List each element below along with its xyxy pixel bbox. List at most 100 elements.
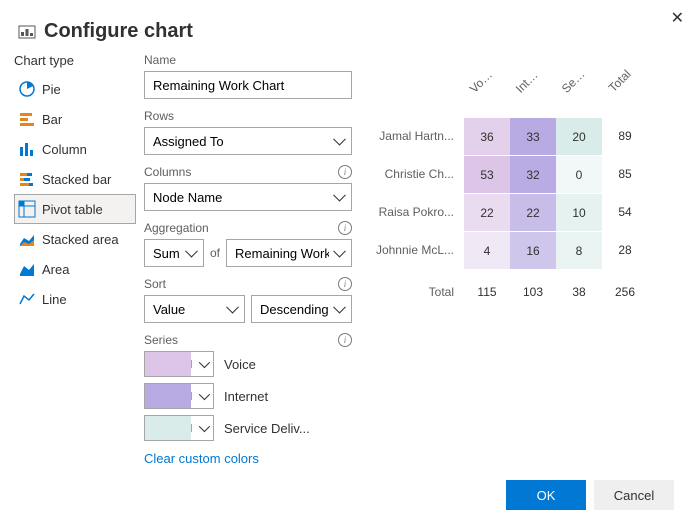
aggregation-info-icon[interactable]: i xyxy=(338,221,352,235)
pivot-row-total: 89 xyxy=(602,129,648,143)
pivot-cell: 32 xyxy=(510,155,556,193)
chart-type-label: Bar xyxy=(42,112,62,127)
chevron-down-icon xyxy=(191,424,213,432)
pivot-col-total: 103 xyxy=(510,285,556,299)
rows-select[interactable] xyxy=(144,127,352,155)
chart-type-label: Column xyxy=(42,142,87,157)
color-swatch xyxy=(145,384,191,408)
chart-type-icon xyxy=(18,140,36,158)
close-button[interactable]: ✕ xyxy=(671,8,684,28)
chart-type-pivot-table[interactable]: Pivot table xyxy=(14,194,136,224)
pivot-totals-label: Total xyxy=(374,285,464,299)
chart-type-label: Area xyxy=(42,262,69,277)
clear-colors-link[interactable]: Clear custom colors xyxy=(144,451,259,466)
pivot-cell: 53 xyxy=(464,155,510,193)
series-info-icon[interactable]: i xyxy=(338,333,352,347)
columns-select[interactable] xyxy=(144,183,352,211)
chart-type-pie[interactable]: Pie xyxy=(14,74,136,104)
pivot-cell: 22 xyxy=(464,193,510,231)
chart-type-icon xyxy=(18,290,36,308)
ok-button[interactable]: OK xyxy=(506,480,586,510)
columns-label: Columns xyxy=(144,165,191,179)
chart-type-column[interactable]: Column xyxy=(14,134,136,164)
pivot-col-header: Service Del... xyxy=(546,66,588,108)
pivot-row: Jamal Hartn...36332089 xyxy=(374,117,676,155)
pivot-cell: 8 xyxy=(556,231,602,269)
chart-type-icon xyxy=(18,230,36,248)
chart-type-label: Line xyxy=(42,292,67,307)
pivot-row-header: Christie Ch... xyxy=(374,167,464,181)
chart-type-label: Stacked area xyxy=(42,232,119,247)
series-color-picker[interactable] xyxy=(144,351,214,377)
pivot-row: Raisa Pokro...22221054 xyxy=(374,193,676,231)
series-label: Service Deliv... xyxy=(224,421,310,436)
pivot-row-total: 28 xyxy=(602,243,648,257)
chevron-down-icon xyxy=(191,360,213,368)
series-item: Internet xyxy=(144,383,352,409)
aggregation-func-select[interactable] xyxy=(144,239,204,267)
name-input[interactable] xyxy=(144,71,352,99)
pivot-row-total: 54 xyxy=(602,205,648,219)
color-swatch xyxy=(145,352,191,376)
pivot-col-total: 38 xyxy=(556,285,602,299)
series-label: Voice xyxy=(224,357,256,372)
series-color-picker[interactable] xyxy=(144,415,214,441)
series-label: Internet xyxy=(224,389,268,404)
dialog-footer: OK Cancel xyxy=(506,480,674,510)
pivot-cell: 16 xyxy=(510,231,556,269)
chart-type-area[interactable]: Area xyxy=(14,254,136,284)
chart-type-line[interactable]: Line xyxy=(14,284,136,314)
dialog-title: Configure chart xyxy=(44,20,193,43)
chart-type-label: Chart type xyxy=(14,53,136,68)
chart-preview: VoiceInternetService Del...TotalJamal Ha… xyxy=(360,53,694,476)
chart-type-stacked-area[interactable]: Stacked area xyxy=(14,224,136,254)
pivot-col-header: Voice xyxy=(454,66,496,108)
sort-label: Sort xyxy=(144,277,166,291)
chart-type-icon xyxy=(18,260,36,278)
pivot-cell: 0 xyxy=(556,155,602,193)
name-label: Name xyxy=(144,53,176,67)
pivot-grand-total: 256 xyxy=(602,285,648,299)
chart-type-label: Pivot table xyxy=(42,202,103,217)
pivot-totals-row: Total11510338256 xyxy=(374,273,676,311)
pivot-row-header: Raisa Pokro... xyxy=(374,205,464,219)
pivot-cell: 33 xyxy=(510,117,556,155)
pivot-row-header: Jamal Hartn... xyxy=(374,129,464,143)
aggregation-label: Aggregation xyxy=(144,221,209,235)
columns-info-icon[interactable]: i xyxy=(338,165,352,179)
chart-type-bar[interactable]: Bar xyxy=(14,104,136,134)
series-item: Service Deliv... xyxy=(144,415,352,441)
chart-type-icon xyxy=(18,170,36,188)
chart-type-panel: Chart type Pie Bar Column Stacked bar Pivot … xyxy=(14,53,136,476)
pivot-col-header: Total xyxy=(592,66,634,108)
rows-label: Rows xyxy=(144,109,174,123)
pivot-cell: 22 xyxy=(510,193,556,231)
chart-type-label: Pie xyxy=(42,82,61,97)
aggregation-field-select[interactable] xyxy=(226,239,352,267)
series-color-picker[interactable] xyxy=(144,383,214,409)
aggregation-of-label: of xyxy=(210,246,220,260)
sort-by-select[interactable] xyxy=(144,295,245,323)
cancel-button[interactable]: Cancel xyxy=(594,480,674,510)
chart-type-icon xyxy=(18,80,36,98)
pivot-cell: 36 xyxy=(464,117,510,155)
pivot-col-total: 115 xyxy=(464,285,510,299)
chart-type-icon xyxy=(18,200,36,218)
series-label: Series xyxy=(144,333,178,347)
pivot-col-header: Internet xyxy=(500,66,542,108)
chevron-down-icon xyxy=(191,392,213,400)
chart-type-label: Stacked bar xyxy=(42,172,111,187)
pivot-row-total: 85 xyxy=(602,167,648,181)
sort-info-icon[interactable]: i xyxy=(338,277,352,291)
chart-config-form: Name Rows Columns i Aggregation i of xyxy=(136,53,360,476)
dialog-header: Configure chart xyxy=(0,0,694,53)
color-swatch xyxy=(145,416,191,440)
pivot-cell: 4 xyxy=(464,231,510,269)
sort-dir-select[interactable] xyxy=(251,295,352,323)
pivot-row-header: Johnnie McL... xyxy=(374,243,464,257)
series-item: Voice xyxy=(144,351,352,377)
pivot-cell: 20 xyxy=(556,117,602,155)
pivot-cell: 10 xyxy=(556,193,602,231)
chart-type-stacked-bar[interactable]: Stacked bar xyxy=(14,164,136,194)
pivot-row: Johnnie McL...416828 xyxy=(374,231,676,269)
